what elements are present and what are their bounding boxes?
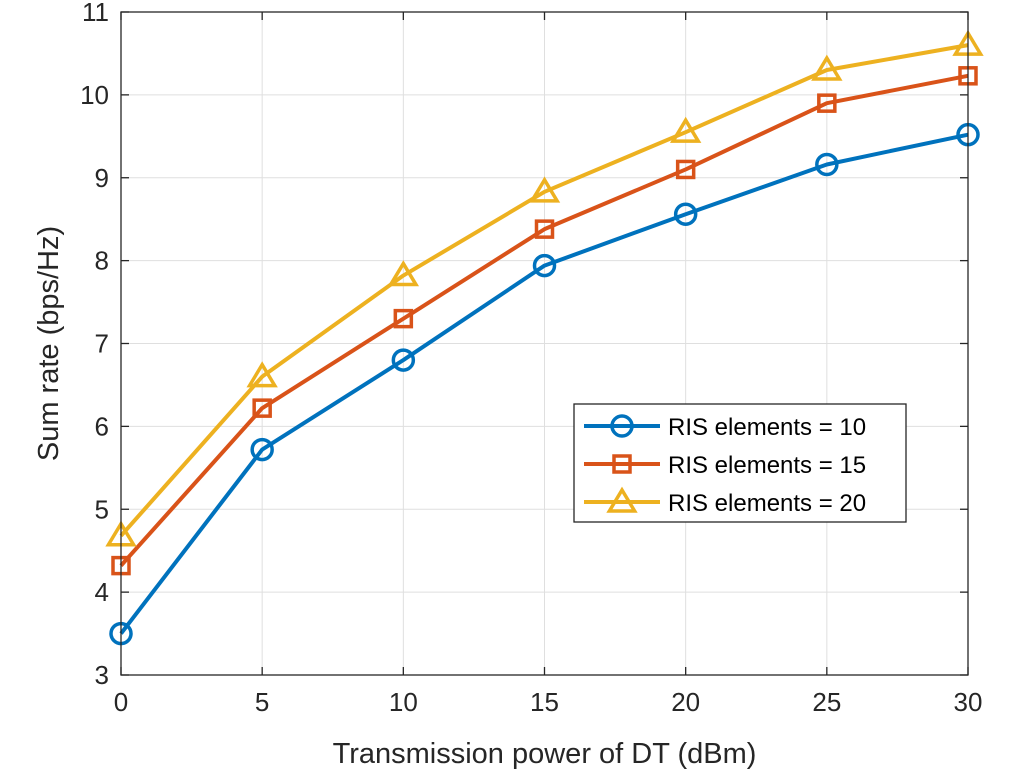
data-point <box>817 93 837 113</box>
data-point <box>387 260 420 287</box>
legend-marker <box>612 454 632 474</box>
series-line <box>119 73 969 567</box>
series-line <box>119 43 969 538</box>
x-tick-label: 0 <box>114 687 128 717</box>
x-tick-label: 10 <box>389 687 418 717</box>
series-layer <box>105 29 984 646</box>
legend: RIS elements = 10 RIS elements = 15 RIS el… <box>573 403 907 523</box>
x-tick-label: 15 <box>530 687 559 717</box>
legend-item: RIS elements = 15 <box>584 452 866 479</box>
x-tick-label: 5 <box>255 687 269 717</box>
y-tick-label: 4 <box>95 577 109 607</box>
axes: 0 5 10 15 20 25 30 3 4 5 6 7 8 9 10 11 Transmission powe… <box>33 0 982 770</box>
x-tick-label: 25 <box>812 687 841 717</box>
series-2 <box>111 66 978 576</box>
legend-marker <box>610 414 634 438</box>
data-point <box>815 152 839 177</box>
data-point <box>393 308 414 329</box>
data-point <box>534 219 555 239</box>
y-axis-label: Sum rate (bps/Hz) <box>33 226 65 461</box>
x-tick-label: 30 <box>954 687 983 717</box>
legend-label: RIS elements = 15 <box>668 452 866 479</box>
data-point <box>391 348 416 372</box>
y-tick-label: 11 <box>82 0 109 27</box>
y-tick-label: 5 <box>95 494 109 524</box>
data-point <box>528 176 561 203</box>
y-tick-label: 3 <box>95 660 109 690</box>
grid <box>120 11 969 676</box>
y-tick-label: 7 <box>95 329 109 359</box>
legend-item: RIS elements = 10 <box>584 414 866 441</box>
legend-label: RIS elements = 10 <box>668 414 866 441</box>
data-point <box>252 398 272 418</box>
data-point <box>532 253 557 278</box>
data-point <box>811 54 843 81</box>
y-tick-label: 10 <box>80 80 109 110</box>
x-axis-label: Transmission power of DT (dBm) <box>333 738 757 770</box>
series-line <box>119 132 969 635</box>
y-tick-label: 8 <box>95 246 109 276</box>
data-point <box>673 202 698 226</box>
data-point <box>669 116 702 143</box>
legend-item: RIS elements = 20 <box>584 486 866 517</box>
data-point <box>675 159 696 180</box>
x-tick-label: 20 <box>671 687 700 717</box>
data-point <box>246 361 278 388</box>
legend-label: RIS elements = 20 <box>668 490 866 517</box>
y-tick-label: 9 <box>95 163 109 193</box>
data-point <box>250 437 274 462</box>
legend-marker <box>606 486 638 513</box>
y-tick-label: 6 <box>95 411 109 441</box>
axes-box <box>120 11 969 676</box>
